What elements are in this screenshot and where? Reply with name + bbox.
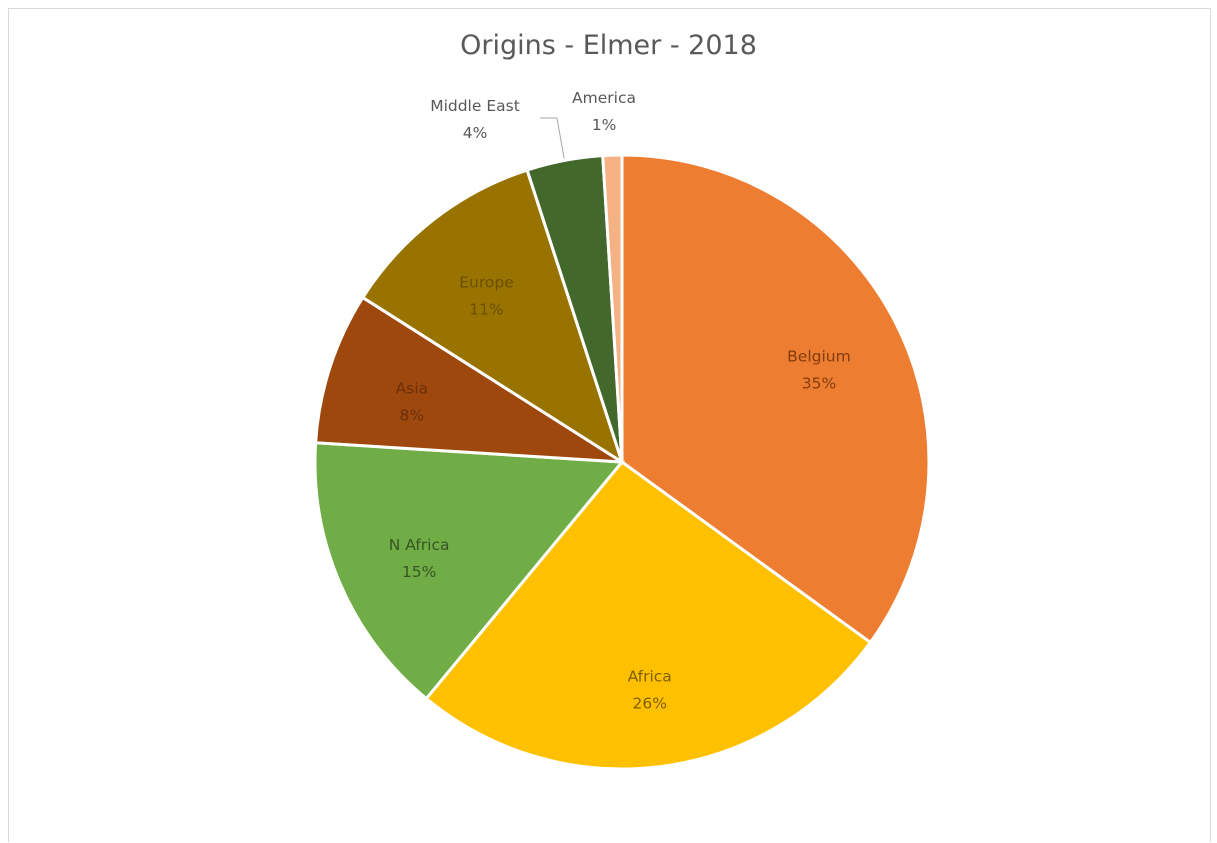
slice-percent-america: 1%	[592, 116, 617, 134]
slice-percent-asia: 8%	[399, 407, 424, 425]
slice-percent-belgium: 35%	[802, 375, 836, 393]
slice-label-europe: Europe	[459, 273, 514, 291]
chart-title: Origins - Elmer - 2018	[460, 30, 757, 61]
slice-label-n-africa: N Africa	[389, 536, 450, 554]
pie-slice-asia	[314, 295, 623, 464]
pie-slice-africa	[424, 459, 873, 771]
pie-slice-america	[601, 153, 624, 463]
slice-label-middle-east: Middle East	[430, 97, 520, 115]
slice-label-america: America	[572, 89, 636, 107]
slice-percent-europe: 11%	[469, 300, 503, 318]
slice-label-asia: Asia	[396, 380, 428, 398]
slice-percent-middle-east: 4%	[463, 124, 488, 142]
slice-percent-africa: 26%	[632, 694, 666, 712]
slice-label-africa: Africa	[628, 667, 672, 685]
pie-slice-n-africa	[313, 441, 626, 701]
pie-slice-belgium	[620, 153, 931, 645]
pie-slice-europe	[360, 168, 625, 466]
slice-percent-n-africa: 15%	[402, 563, 436, 581]
leader-line-middle-east	[540, 117, 565, 159]
slice-label-belgium: Belgium	[787, 348, 851, 366]
